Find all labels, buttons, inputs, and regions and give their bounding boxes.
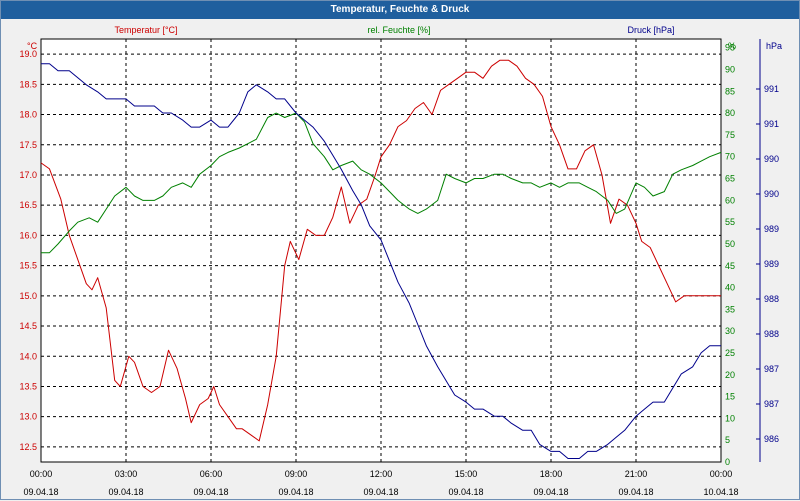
press-tick: 991 [764, 119, 779, 129]
x-tick-date: 09.04.18 [363, 487, 398, 497]
press-tick: 987 [764, 364, 779, 374]
x-tick-time: 09:00 [285, 469, 308, 479]
x-tick-date: 09.04.18 [533, 487, 568, 497]
x-tick-time: 12:00 [370, 469, 393, 479]
press-tick: 989 [764, 224, 779, 234]
hum-tick: 65 [725, 174, 735, 184]
hum-tick: 40 [725, 283, 735, 293]
x-tick-time: 06:00 [200, 469, 223, 479]
hum-tick: 25 [725, 348, 735, 358]
hum-tick: 70 [725, 152, 735, 162]
axis-labels: Temperatur [°C] rel. Feuchte [%] Druck [… [27, 25, 782, 51]
temp-tick: 18.0 [19, 110, 37, 120]
temp-tick: 15.5 [19, 261, 37, 271]
x-tick-time: 15:00 [455, 469, 478, 479]
press-tick: 988 [764, 329, 779, 339]
hum-tick: 5 [725, 435, 730, 445]
press-tick: 990 [764, 189, 779, 199]
press-tick: 987 [764, 399, 779, 409]
series-line-hum [41, 112, 722, 254]
hum-tick: 0 [725, 457, 730, 467]
hum-tick: 60 [725, 195, 735, 205]
hum-tick: 20 [725, 370, 735, 380]
temp-axis-label: Temperatur [°C] [114, 25, 177, 35]
temp-tick: 16.5 [19, 200, 37, 210]
x-tick-time: 00:00 [710, 469, 733, 479]
chart-plot: 00:00 09.04.18 03:00 09.04.18 06:00 09.04.18 0… [19, 25, 782, 497]
x-tick-date: 09.04.18 [108, 487, 143, 497]
press-tick: 988 [764, 294, 779, 304]
temp-tick: 17.0 [19, 170, 37, 180]
x-tick-time: 21:00 [625, 469, 648, 479]
x-tick-time: 03:00 [115, 469, 138, 479]
hum-tick: 30 [725, 326, 735, 336]
hum-tick: 35 [725, 304, 735, 314]
hum-unit-label: % [728, 41, 736, 51]
hum-tick: 10 [725, 413, 735, 423]
temp-tick: 14.5 [19, 321, 37, 331]
temp-tick: 12.5 [19, 442, 37, 452]
axis-ticks: 00:00 09.04.18 03:00 09.04.18 06:00 09.04.18 0… [19, 39, 779, 497]
x-tick-date: 09.04.18 [448, 487, 483, 497]
x-tick-date: 09.04.18 [193, 487, 228, 497]
temp-unit-label: °C [27, 41, 38, 51]
series-line-press [41, 63, 721, 459]
press-tick: 990 [764, 154, 779, 164]
x-tick-date: 10.04.18 [703, 487, 738, 497]
series-layer [40, 59, 722, 459]
press-tick: 991 [764, 84, 779, 94]
x-tick-date: 09.04.18 [23, 487, 58, 497]
hum-tick: 90 [725, 65, 735, 75]
temp-tick: 13.0 [19, 412, 37, 422]
series-line-temp [40, 59, 721, 442]
hum-tick: 80 [725, 108, 735, 118]
temp-tick: 19.0 [19, 49, 37, 59]
x-tick-date: 09.04.18 [618, 487, 653, 497]
hum-tick: 50 [725, 239, 735, 249]
hum-tick: 75 [725, 130, 735, 140]
press-axis-label: Druck [hPa] [627, 25, 674, 35]
temp-tick: 17.5 [19, 140, 37, 150]
window-title: Temperatur, Feuchte & Druck [1, 1, 799, 19]
temp-tick: 13.5 [19, 381, 37, 391]
temp-tick: 14.0 [19, 351, 37, 361]
hum-tick: 15 [725, 392, 735, 402]
temp-tick: 15.0 [19, 291, 37, 301]
hum-tick: 85 [725, 86, 735, 96]
x-tick-date: 09.04.18 [278, 487, 313, 497]
x-tick-time: 00:00 [30, 469, 53, 479]
press-unit-label: hPa [766, 41, 782, 51]
press-tick: 986 [764, 434, 779, 444]
hum-tick: 45 [725, 261, 735, 271]
temp-tick: 18.5 [19, 79, 37, 89]
hum-tick: 55 [725, 217, 735, 227]
grid-lines [41, 39, 721, 462]
x-tick-time: 18:00 [540, 469, 563, 479]
hum-axis-label: rel. Feuchte [%] [367, 25, 430, 35]
press-tick: 989 [764, 259, 779, 269]
hum-tick: 95 [725, 43, 735, 53]
temp-tick: 16.0 [19, 230, 37, 240]
